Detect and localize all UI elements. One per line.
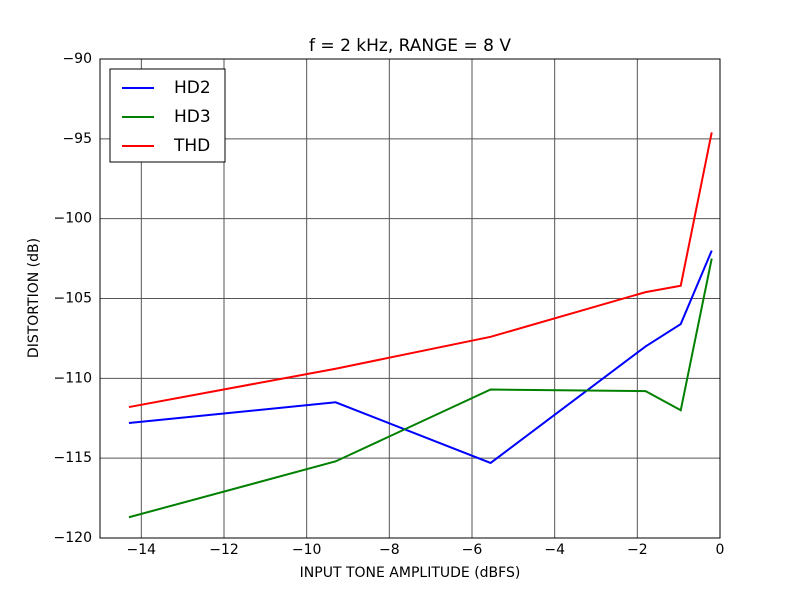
x-tick-label: −10 xyxy=(292,542,322,558)
y-tick-label: −100 xyxy=(54,211,92,227)
y-tick-label: −105 xyxy=(54,291,92,307)
legend-label: HD3 xyxy=(174,107,211,127)
x-tick-label: −8 xyxy=(379,542,400,558)
plot-frame xyxy=(99,58,721,539)
y-tick-label: −95 xyxy=(62,131,92,147)
y-tick-label: −115 xyxy=(54,450,92,466)
y-tick-label: −90 xyxy=(62,51,92,67)
x-tick-label: −14 xyxy=(127,542,157,558)
x-axis-label: INPUT TONE AMPLITUDE (dBFS) xyxy=(300,565,521,581)
series-line xyxy=(128,132,713,409)
x-tick-label: −2 xyxy=(627,542,648,558)
legend-label: HD2 xyxy=(174,78,211,98)
y-tick-label: −110 xyxy=(54,370,92,386)
chart-title: f = 2 kHz, RANGE = 8 V xyxy=(309,36,511,56)
y-axis-label: DISTORTION (dB) xyxy=(26,238,42,358)
series-line xyxy=(128,250,713,465)
x-tick-label: −6 xyxy=(462,542,483,558)
series-line xyxy=(128,258,713,519)
x-tick-label: 0 xyxy=(716,542,725,558)
y-tick-label: −120 xyxy=(54,530,92,546)
x-tick-label: −12 xyxy=(209,542,239,558)
x-tick-label: −4 xyxy=(544,542,565,558)
legend-label: THD xyxy=(173,136,210,156)
